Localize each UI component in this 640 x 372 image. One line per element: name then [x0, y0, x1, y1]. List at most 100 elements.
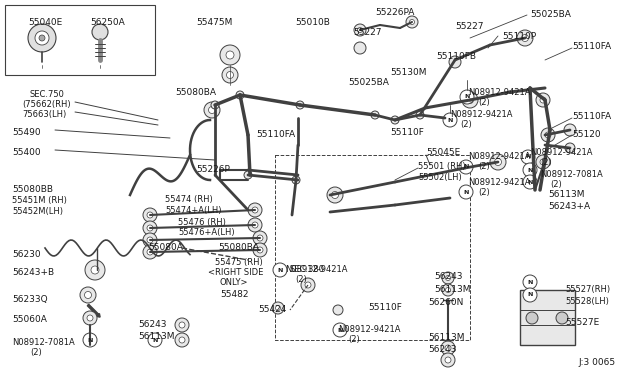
Text: 55490: 55490 [12, 128, 40, 137]
Circle shape [84, 292, 92, 298]
Text: 55226P: 55226P [196, 165, 230, 174]
Text: SEC.380: SEC.380 [290, 265, 325, 274]
Circle shape [445, 357, 451, 363]
Text: 55528(LH): 55528(LH) [565, 297, 609, 306]
Text: N: N [527, 279, 532, 285]
Text: <RIGHT SIDE: <RIGHT SIDE [208, 268, 264, 277]
Text: (2): (2) [348, 335, 360, 344]
Text: 55400: 55400 [12, 148, 40, 157]
Text: 55475 (RH): 55475 (RH) [215, 258, 263, 267]
Circle shape [540, 159, 546, 165]
Circle shape [441, 341, 455, 355]
Circle shape [556, 312, 568, 324]
Text: N: N [527, 292, 532, 298]
Text: (2): (2) [30, 348, 42, 357]
Circle shape [523, 275, 537, 289]
Text: 55476+A(LH): 55476+A(LH) [178, 228, 235, 237]
Text: N08912-9421A: N08912-9421A [450, 110, 513, 119]
Circle shape [83, 311, 97, 325]
Text: 56113M: 56113M [428, 333, 465, 342]
Circle shape [257, 235, 263, 241]
Text: N08912-9421A: N08912-9421A [285, 265, 348, 274]
Circle shape [406, 16, 418, 28]
Text: SEC.750: SEC.750 [30, 90, 65, 99]
Circle shape [522, 35, 529, 42]
Circle shape [523, 163, 537, 177]
Text: 55080BA: 55080BA [218, 243, 259, 252]
Text: 55501 (RH): 55501 (RH) [418, 162, 466, 171]
Text: (2): (2) [550, 180, 562, 189]
Text: N: N [152, 337, 157, 343]
Text: N: N [337, 327, 342, 333]
Text: (2): (2) [478, 162, 490, 171]
Circle shape [244, 171, 252, 179]
Text: N08912-9421A: N08912-9421A [338, 325, 401, 334]
Text: 55110FA: 55110FA [572, 42, 611, 51]
Text: J:3 0065: J:3 0065 [578, 358, 615, 367]
Text: (75662(RH): (75662(RH) [22, 100, 70, 109]
Circle shape [332, 192, 339, 199]
Circle shape [292, 176, 300, 184]
Text: 75663(LH): 75663(LH) [22, 110, 67, 119]
Circle shape [523, 175, 537, 189]
Circle shape [391, 116, 399, 124]
Bar [275, 155, 470, 340]
Text: 55080A: 55080A [148, 243, 183, 252]
Text: 55110FA: 55110FA [256, 130, 295, 139]
Text: N08912-9421A: N08912-9421A [468, 152, 531, 161]
Circle shape [443, 113, 457, 127]
Circle shape [226, 51, 234, 59]
Text: N08912-9421A: N08912-9421A [468, 88, 531, 97]
Circle shape [541, 128, 555, 142]
Circle shape [536, 93, 550, 107]
Circle shape [536, 155, 550, 169]
Text: 56243+B: 56243+B [12, 268, 54, 277]
Text: N: N [447, 118, 452, 122]
Circle shape [442, 272, 454, 284]
Circle shape [85, 260, 105, 280]
Circle shape [521, 150, 535, 164]
Text: 56243: 56243 [428, 345, 456, 354]
Circle shape [416, 111, 424, 119]
Text: 55060A: 55060A [12, 315, 47, 324]
Circle shape [305, 282, 311, 288]
Circle shape [445, 288, 451, 292]
Circle shape [211, 101, 219, 109]
Text: 55110FA: 55110FA [572, 112, 611, 121]
Text: (2): (2) [478, 98, 490, 107]
Text: 56260N: 56260N [428, 298, 463, 307]
Circle shape [222, 67, 238, 83]
Circle shape [565, 143, 575, 153]
Circle shape [564, 124, 576, 136]
Text: 55110F: 55110F [390, 128, 424, 137]
Circle shape [545, 132, 551, 138]
Circle shape [28, 24, 56, 52]
Circle shape [236, 91, 244, 99]
Circle shape [495, 158, 502, 166]
Circle shape [143, 245, 157, 259]
Text: 55226PA: 55226PA [375, 8, 414, 17]
Circle shape [445, 345, 451, 351]
Text: N: N [277, 267, 283, 273]
Circle shape [449, 56, 461, 68]
Text: 55130M: 55130M [390, 68, 426, 77]
Circle shape [147, 237, 153, 243]
Text: 55120: 55120 [572, 130, 600, 139]
Circle shape [175, 333, 189, 347]
Text: (2): (2) [478, 188, 490, 197]
Circle shape [252, 222, 258, 228]
Text: 55040E: 55040E [28, 18, 62, 27]
Text: 55110FB: 55110FB [436, 52, 476, 61]
Circle shape [490, 154, 506, 170]
Text: N: N [525, 154, 531, 160]
Text: 56113M: 56113M [138, 332, 175, 341]
Text: 56243: 56243 [434, 272, 463, 281]
Text: (2): (2) [540, 158, 552, 167]
Text: 55227: 55227 [455, 22, 483, 31]
Circle shape [459, 185, 473, 199]
Circle shape [83, 333, 97, 347]
Text: N08912-7081A: N08912-7081A [12, 338, 75, 347]
Text: 56233Q: 56233Q [12, 295, 47, 304]
Text: 55451M (RH): 55451M (RH) [12, 196, 67, 205]
Text: N08912-7081A: N08912-7081A [540, 170, 603, 179]
